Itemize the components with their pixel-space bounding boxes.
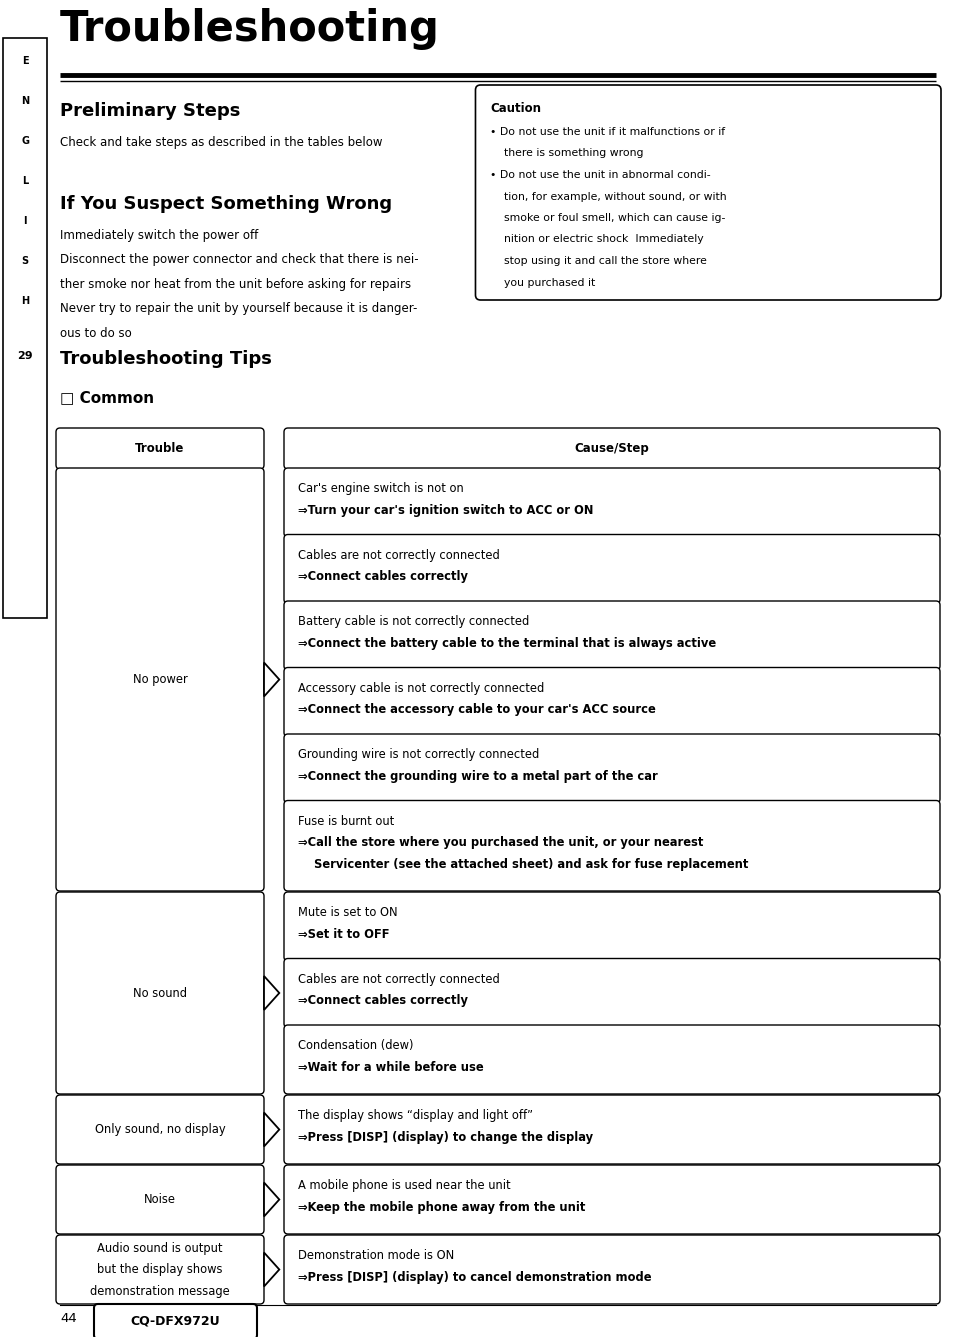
- Text: Caution: Caution: [490, 102, 541, 115]
- Text: ⇒Connect cables correctly: ⇒Connect cables correctly: [297, 570, 468, 583]
- Text: but the display shows: but the display shows: [97, 1263, 222, 1275]
- Polygon shape: [264, 663, 279, 697]
- Text: No sound: No sound: [132, 987, 187, 1000]
- FancyBboxPatch shape: [284, 468, 939, 537]
- Text: ⇒Keep the mobile phone away from the unit: ⇒Keep the mobile phone away from the uni…: [297, 1201, 585, 1214]
- FancyBboxPatch shape: [284, 892, 939, 961]
- Text: Never try to repair the unit by yourself because it is danger-: Never try to repair the unit by yourself…: [60, 302, 417, 316]
- Polygon shape: [264, 1182, 279, 1217]
- Text: Noise: Noise: [144, 1193, 175, 1206]
- Text: Cables are not correctly connected: Cables are not correctly connected: [297, 548, 499, 562]
- Text: demonstration message: demonstration message: [90, 1285, 230, 1297]
- Text: ⇒Connect the battery cable to the terminal that is always active: ⇒Connect the battery cable to the termin…: [297, 636, 716, 650]
- Text: ous to do so: ous to do so: [60, 328, 132, 340]
- Text: ⇒Call the store where you purchased the unit, or your nearest: ⇒Call the store where you purchased the …: [297, 836, 702, 849]
- Text: Check and take steps as described in the tables below: Check and take steps as described in the…: [60, 136, 382, 148]
- Text: N: N: [21, 96, 29, 106]
- Text: Grounding wire is not correctly connected: Grounding wire is not correctly connecte…: [297, 747, 538, 761]
- Text: ⇒Connect cables correctly: ⇒Connect cables correctly: [297, 993, 468, 1007]
- FancyBboxPatch shape: [56, 1165, 264, 1234]
- Text: No power: No power: [132, 673, 187, 686]
- FancyBboxPatch shape: [284, 801, 939, 890]
- FancyBboxPatch shape: [284, 959, 939, 1028]
- Text: L: L: [22, 176, 28, 186]
- FancyBboxPatch shape: [284, 1235, 939, 1304]
- Text: Mute is set to ON: Mute is set to ON: [297, 906, 397, 919]
- FancyBboxPatch shape: [284, 428, 939, 469]
- Text: there is something wrong: there is something wrong: [504, 148, 643, 159]
- Text: Battery cable is not correctly connected: Battery cable is not correctly connected: [297, 615, 529, 628]
- Text: Troubleshooting Tips: Troubleshooting Tips: [60, 350, 272, 368]
- Text: A mobile phone is used near the unit: A mobile phone is used near the unit: [297, 1179, 510, 1193]
- Text: smoke or foul smell, which can cause ig-: smoke or foul smell, which can cause ig-: [504, 213, 725, 223]
- FancyBboxPatch shape: [56, 428, 264, 469]
- Polygon shape: [264, 1112, 279, 1147]
- FancyBboxPatch shape: [475, 86, 940, 299]
- FancyBboxPatch shape: [56, 1235, 264, 1304]
- Text: Disconnect the power connector and check that there is nei-: Disconnect the power connector and check…: [60, 254, 418, 266]
- FancyBboxPatch shape: [284, 667, 939, 737]
- Text: ⇒Connect the grounding wire to a metal part of the car: ⇒Connect the grounding wire to a metal p…: [297, 770, 657, 782]
- Text: 44: 44: [60, 1312, 76, 1325]
- FancyBboxPatch shape: [284, 535, 939, 603]
- Text: Preliminary Steps: Preliminary Steps: [60, 102, 240, 120]
- Text: ther smoke nor heat from the unit before asking for repairs: ther smoke nor heat from the unit before…: [60, 278, 411, 291]
- FancyBboxPatch shape: [284, 734, 939, 804]
- Text: ⇒Turn your car's ignition switch to ACC or ON: ⇒Turn your car's ignition switch to ACC …: [297, 504, 593, 516]
- Text: Immediately switch the power off: Immediately switch the power off: [60, 229, 258, 242]
- FancyBboxPatch shape: [56, 468, 264, 890]
- Text: Audio sound is output: Audio sound is output: [97, 1242, 222, 1254]
- FancyBboxPatch shape: [94, 1304, 256, 1337]
- Text: Troubleshooting: Troubleshooting: [60, 8, 439, 49]
- Text: I: I: [23, 217, 27, 226]
- Text: CQ-DFX972U: CQ-DFX972U: [131, 1316, 220, 1328]
- FancyBboxPatch shape: [56, 1095, 264, 1165]
- Text: Servicenter (see the attached sheet) and ask for fuse replacement: Servicenter (see the attached sheet) and…: [297, 857, 747, 870]
- Text: The display shows “display and light off”: The display shows “display and light off…: [297, 1108, 533, 1122]
- Text: tion, for example, without sound, or with: tion, for example, without sound, or wit…: [504, 191, 726, 202]
- Text: ⇒Set it to OFF: ⇒Set it to OFF: [297, 928, 389, 940]
- Text: □ Common: □ Common: [60, 390, 154, 405]
- Text: • Do not use the unit if it malfunctions or if: • Do not use the unit if it malfunctions…: [490, 127, 725, 136]
- FancyBboxPatch shape: [284, 1095, 939, 1165]
- Text: Demonstration mode is ON: Demonstration mode is ON: [297, 1249, 454, 1262]
- Text: E: E: [22, 56, 29, 66]
- Text: If You Suspect Something Wrong: If You Suspect Something Wrong: [60, 195, 392, 213]
- Text: Trouble: Trouble: [135, 443, 185, 455]
- Text: • Do not use the unit in abnormal condi-: • Do not use the unit in abnormal condi-: [490, 170, 710, 180]
- FancyBboxPatch shape: [3, 37, 47, 618]
- Text: Accessory cable is not correctly connected: Accessory cable is not correctly connect…: [297, 682, 543, 694]
- Text: Condensation (dew): Condensation (dew): [297, 1039, 413, 1052]
- Text: Cause/Step: Cause/Step: [574, 443, 649, 455]
- Text: you purchased it: you purchased it: [504, 278, 595, 287]
- FancyBboxPatch shape: [284, 602, 939, 670]
- Polygon shape: [264, 976, 279, 1009]
- Text: S: S: [21, 255, 29, 266]
- FancyBboxPatch shape: [284, 1025, 939, 1094]
- Text: G: G: [21, 136, 29, 146]
- Text: Only sound, no display: Only sound, no display: [94, 1123, 225, 1136]
- Text: Fuse is burnt out: Fuse is burnt out: [297, 814, 394, 828]
- Text: Cables are not correctly connected: Cables are not correctly connected: [297, 972, 499, 985]
- Text: nition or electric shock  Immediately: nition or electric shock Immediately: [504, 234, 703, 245]
- Text: Car's engine switch is not on: Car's engine switch is not on: [297, 483, 463, 495]
- Text: ⇒Press [DISP] (display) to cancel demonstration mode: ⇒Press [DISP] (display) to cancel demons…: [297, 1270, 651, 1284]
- Polygon shape: [264, 1253, 279, 1286]
- Text: ⇒Connect the accessory cable to your car's ACC source: ⇒Connect the accessory cable to your car…: [297, 703, 655, 717]
- FancyBboxPatch shape: [56, 892, 264, 1094]
- FancyBboxPatch shape: [284, 1165, 939, 1234]
- Text: 29: 29: [17, 352, 32, 361]
- Text: stop using it and call the store where: stop using it and call the store where: [504, 255, 706, 266]
- Text: H: H: [21, 295, 29, 306]
- Text: ⇒Press [DISP] (display) to change the display: ⇒Press [DISP] (display) to change the di…: [297, 1131, 593, 1143]
- Text: ⇒Wait for a while before use: ⇒Wait for a while before use: [297, 1060, 483, 1074]
